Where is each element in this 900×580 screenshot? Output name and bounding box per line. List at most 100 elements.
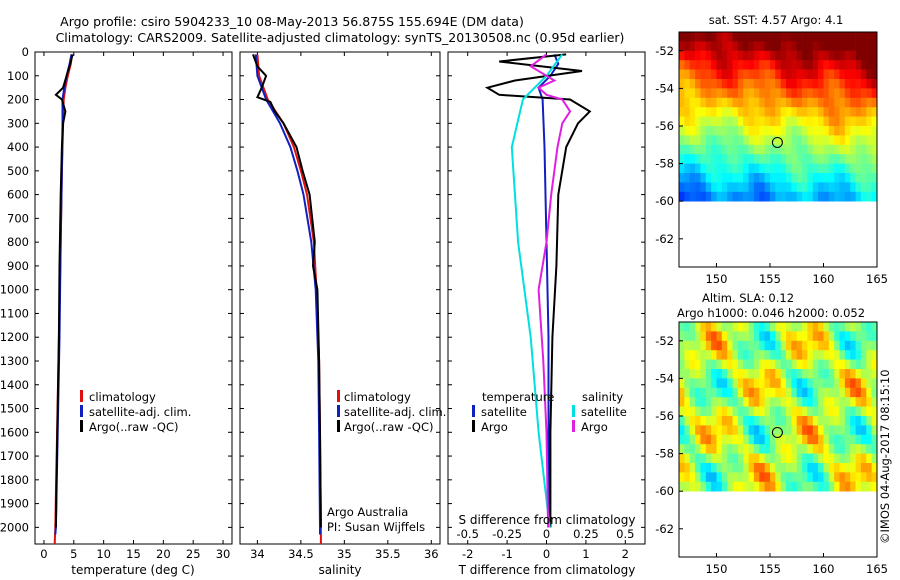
sst-map-cell [716,60,723,70]
sst-map-cell [679,88,685,99]
sla-map-cell [834,378,840,389]
sst-map-cell [716,144,723,155]
sst-map-cell [855,116,862,127]
sst-map-cell [700,97,707,108]
sla-map-cell [823,472,830,483]
sla-map-cell [823,350,830,360]
sla-map-cell [834,453,840,464]
sla-map-cell [786,340,792,351]
sst-map-cell [695,107,701,117]
sla-map-cell [780,425,787,436]
sla-map-cell [727,406,733,417]
sst-map-cell [807,107,814,117]
sst-map-cell [791,41,798,52]
sla-map-cell [818,453,824,464]
sla-map-cell [684,359,691,370]
sla-map-cell [711,350,717,360]
sla-map-cell [866,397,872,407]
sla-map-cell [855,481,862,492]
sst-map-cell [743,88,749,99]
sst-map-cell [679,32,685,42]
sla-map-cell [812,416,819,426]
sst-map-cell [823,116,830,127]
sla-map-cell [743,434,749,445]
sst-map-cell [871,79,878,89]
sst-map-cell [727,144,733,155]
sst-map-cell [855,97,862,108]
sst-map-cell [834,32,840,42]
sst-map-cell [743,41,749,52]
sst-map-cell [743,60,749,70]
sst-map-cell [802,144,808,155]
sst-map-cell [732,182,739,193]
temperature-xlabel: temperature (deg C) [71,563,194,577]
sla-map-cell [711,387,717,398]
sla-map-cell [796,322,803,332]
sst-map-cell [753,97,760,108]
difference-xtick-label: -2 [462,547,473,561]
sst-map-cell [866,41,872,52]
depth-ytick-label: 2000 [0,520,29,534]
sst-map-cell [812,116,819,127]
sst-map-cell [780,154,787,164]
sla-map-cell [743,378,749,389]
legend-salinity-title: salinity [582,390,623,404]
sst-map-cell [828,88,835,99]
sst-map-cell [716,126,723,136]
sst-map-cell [705,69,712,80]
sst-map-cell [705,173,712,183]
sst-map-cell [753,135,760,146]
depth-ytick-label: 1900 [0,497,29,511]
sst-map-cell [695,79,701,89]
sst-map-cell [871,88,878,99]
sst-map-cell [775,135,781,146]
sla-map-cell [684,434,691,445]
sst-map-cell [871,163,878,174]
sst-map-cell [689,116,696,127]
sla-map-cell [689,425,696,436]
sla-map-cell [721,453,728,464]
sla-map-cell [823,463,830,473]
sst-map-cell [748,154,755,164]
sla-map-cell [802,444,808,454]
sla-map-cell [700,472,707,483]
sst-map-cell [802,173,808,183]
sst-map-cell [823,182,830,193]
sla-map-cell [791,322,798,332]
sla-map-cell [791,406,798,417]
sla-map-cell [753,481,760,492]
sla-map-cell [764,425,771,436]
sla-map-xtick-label: 165 [866,562,888,576]
legend-swatch-climatology [337,390,340,402]
sla-map-cell [834,322,840,332]
depth-ytick-label: 500 [7,164,29,178]
sst-map-cell [791,163,798,174]
sla-map-cell [679,387,685,398]
sla-map-cell [732,453,739,464]
sst-map-cell [732,50,739,61]
sla-map-cell [796,472,803,483]
sla-map-cell [695,322,701,332]
sla-map-cell [759,359,765,370]
sla-map-cell [684,378,691,389]
sla-map-cell [679,453,685,464]
sst-map-cell [860,97,867,108]
sla-map-cell [807,397,814,407]
sst-map-cell [743,107,749,117]
sla-map-cell [727,322,733,332]
sla-map-cell [866,416,872,426]
sla-map-cell [807,416,814,426]
sla-map-cell [770,331,776,342]
sst-map-cell [684,173,691,183]
sst-map-cell [780,126,787,136]
sla-map-cell [716,378,723,389]
sla-map-cell [759,322,765,332]
sst-map-cell [866,182,872,193]
sst-map-cell [866,97,872,108]
sst-map-field [679,32,878,202]
sst-map-cell [839,154,846,164]
sla-map-cell [775,397,781,407]
sla-map-cell [775,463,781,473]
sla-map-cell [780,444,787,454]
depth-ytick-label: 900 [7,259,29,273]
